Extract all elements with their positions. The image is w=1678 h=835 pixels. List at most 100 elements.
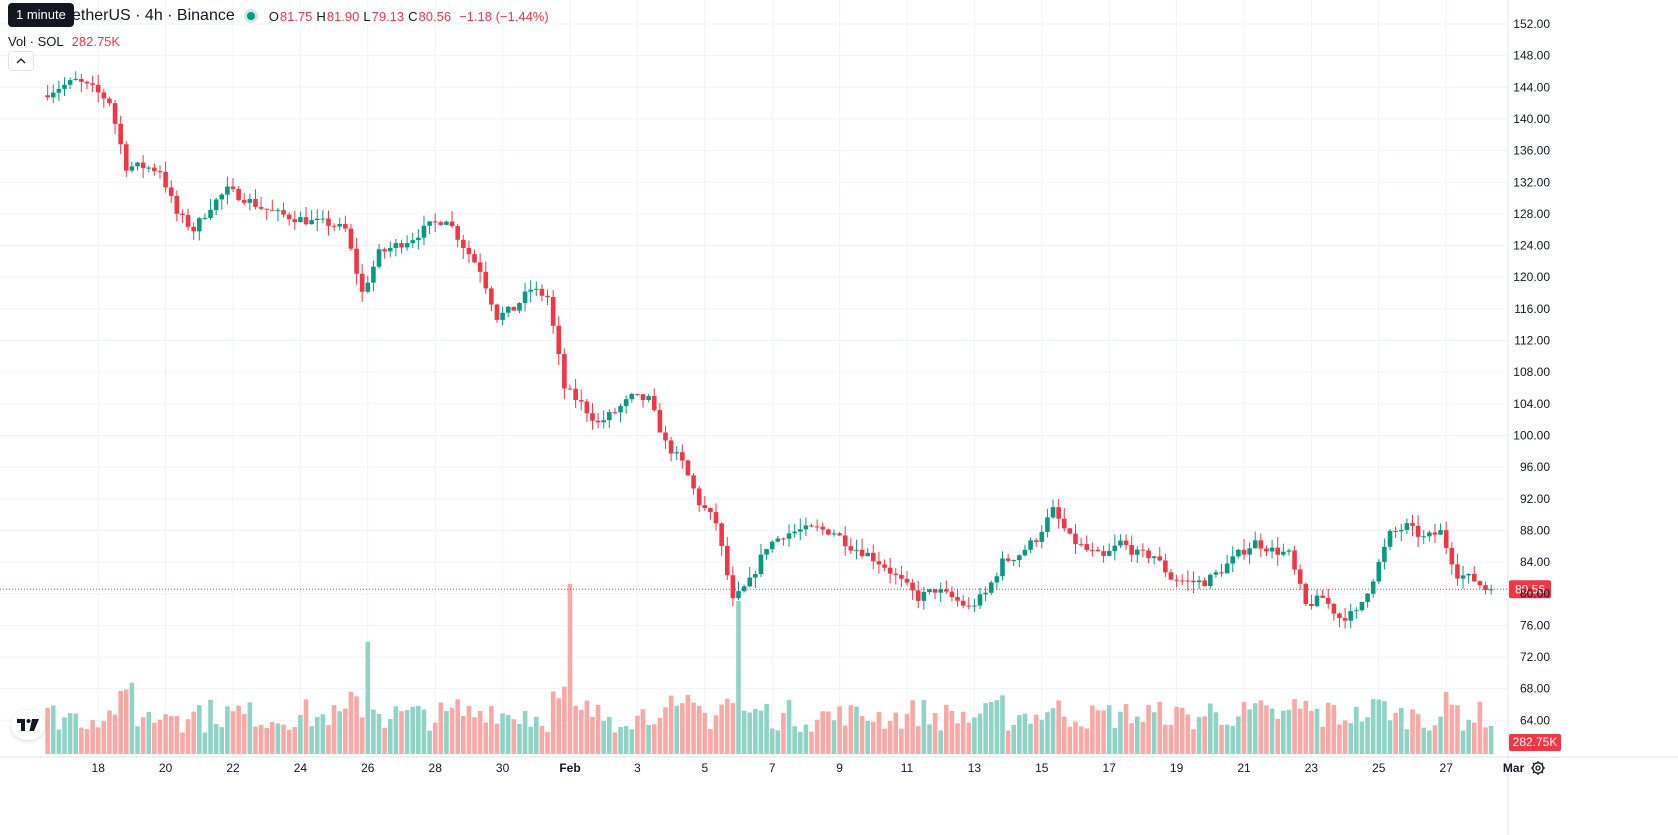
candle-body bbox=[1224, 563, 1230, 574]
price-tick-label: 80.00 bbox=[1520, 587, 1550, 601]
time-tick-label: 28 bbox=[429, 761, 443, 775]
price-tick-label: 116.00 bbox=[1514, 302, 1550, 316]
candle-body bbox=[1123, 540, 1129, 545]
candle-body bbox=[680, 452, 685, 461]
volume-bar bbox=[309, 726, 314, 754]
time-tick-label: 22 bbox=[226, 761, 240, 775]
candle-body bbox=[202, 217, 208, 219]
candle-body bbox=[1213, 572, 1219, 575]
candle-body bbox=[50, 92, 56, 98]
volume-bar bbox=[382, 727, 387, 754]
candle-body bbox=[539, 288, 545, 296]
time-tick-label: Mar bbox=[1503, 761, 1525, 775]
candle-body bbox=[702, 505, 708, 509]
volume-bar bbox=[988, 701, 994, 754]
candle-body bbox=[601, 420, 606, 423]
candle-body bbox=[1208, 574, 1213, 587]
price-tick-label: 92.00 bbox=[1520, 492, 1550, 506]
volume-bar bbox=[1078, 726, 1084, 754]
candle-body bbox=[309, 220, 314, 225]
candle-body bbox=[1342, 618, 1348, 621]
candle-body bbox=[472, 254, 477, 263]
candle-body bbox=[1382, 546, 1387, 562]
candle-body bbox=[1258, 540, 1264, 549]
volume-bar bbox=[337, 711, 343, 754]
gear-icon[interactable] bbox=[1527, 757, 1549, 779]
volume-bar bbox=[786, 700, 792, 754]
time-tick-label: 26 bbox=[361, 761, 375, 775]
volume-bar bbox=[1140, 721, 1146, 754]
candle-body bbox=[764, 549, 769, 555]
candle-body bbox=[1466, 573, 1471, 576]
collapse-legend-button[interactable] bbox=[8, 51, 34, 71]
volume-bar bbox=[534, 716, 539, 754]
volume-bar bbox=[713, 715, 719, 754]
volume-bar bbox=[371, 709, 376, 754]
volume-title[interactable]: Vol · SOL bbox=[8, 33, 64, 49]
volume-bar bbox=[247, 702, 253, 754]
volume-bar bbox=[910, 700, 915, 754]
volume-bar bbox=[123, 689, 129, 754]
candle-body bbox=[174, 195, 180, 214]
candle-body bbox=[730, 575, 736, 599]
volume-bar bbox=[668, 695, 674, 754]
candle-body bbox=[1483, 585, 1488, 591]
candle-body bbox=[275, 210, 281, 212]
volume-bar bbox=[1039, 719, 1045, 754]
candle-body bbox=[960, 600, 966, 606]
candle-body bbox=[1264, 548, 1269, 552]
volume-bar bbox=[67, 713, 73, 754]
candle-body bbox=[809, 525, 814, 527]
candle-body bbox=[67, 80, 73, 85]
volume-bar bbox=[854, 706, 859, 754]
volume-bar bbox=[213, 724, 219, 754]
price-tick-label: 152.00 bbox=[1513, 17, 1550, 31]
candle-body bbox=[1241, 549, 1247, 555]
volume-bar bbox=[84, 729, 90, 754]
volume-bar bbox=[1404, 729, 1410, 754]
candle-body bbox=[56, 88, 62, 93]
candle-body bbox=[994, 576, 1000, 583]
volume-bar bbox=[1017, 715, 1022, 754]
candle-body bbox=[972, 605, 977, 607]
volume-bar bbox=[1466, 719, 1471, 754]
candle-body bbox=[640, 394, 646, 401]
last-price-label: 80.56 bbox=[1515, 582, 1545, 596]
candle-body bbox=[724, 545, 730, 576]
volume-bar bbox=[326, 725, 331, 754]
volume-bar bbox=[859, 715, 865, 754]
volume-bar bbox=[741, 710, 747, 754]
volume-bar bbox=[1432, 725, 1438, 754]
price-tick-label: 140.00 bbox=[1513, 112, 1550, 126]
candle-body bbox=[1427, 532, 1432, 537]
candle-body bbox=[101, 92, 107, 99]
low-label: L bbox=[363, 8, 371, 24]
volume-bar bbox=[1348, 723, 1354, 754]
candle-body bbox=[556, 325, 562, 354]
volume-bar bbox=[944, 704, 949, 754]
tradingview-logo-icon[interactable] bbox=[11, 710, 45, 740]
candle-body bbox=[359, 273, 365, 292]
candle-body bbox=[1151, 556, 1157, 559]
volume-bar bbox=[618, 727, 623, 754]
volume-bar bbox=[753, 709, 758, 754]
volume-bar bbox=[736, 601, 741, 754]
price-tick-label: 84.00 bbox=[1520, 555, 1550, 569]
candle-body bbox=[1286, 550, 1292, 552]
candle-body bbox=[865, 552, 870, 557]
candle-body bbox=[988, 582, 994, 593]
candle-body bbox=[820, 526, 826, 530]
volume-bar bbox=[590, 716, 595, 754]
candle-body bbox=[629, 393, 635, 400]
volume-bar bbox=[1151, 712, 1157, 754]
candle-body bbox=[1303, 583, 1309, 605]
volume-bar bbox=[135, 726, 140, 754]
candle-body bbox=[286, 214, 292, 220]
candle-body bbox=[1202, 580, 1207, 587]
volume-bar bbox=[410, 706, 416, 754]
volume-bar bbox=[129, 682, 135, 754]
volume-bar bbox=[1163, 724, 1168, 754]
symbol-title[interactable]: TetherUS · 4h · Binance bbox=[64, 7, 235, 24]
candle-body bbox=[691, 475, 696, 489]
